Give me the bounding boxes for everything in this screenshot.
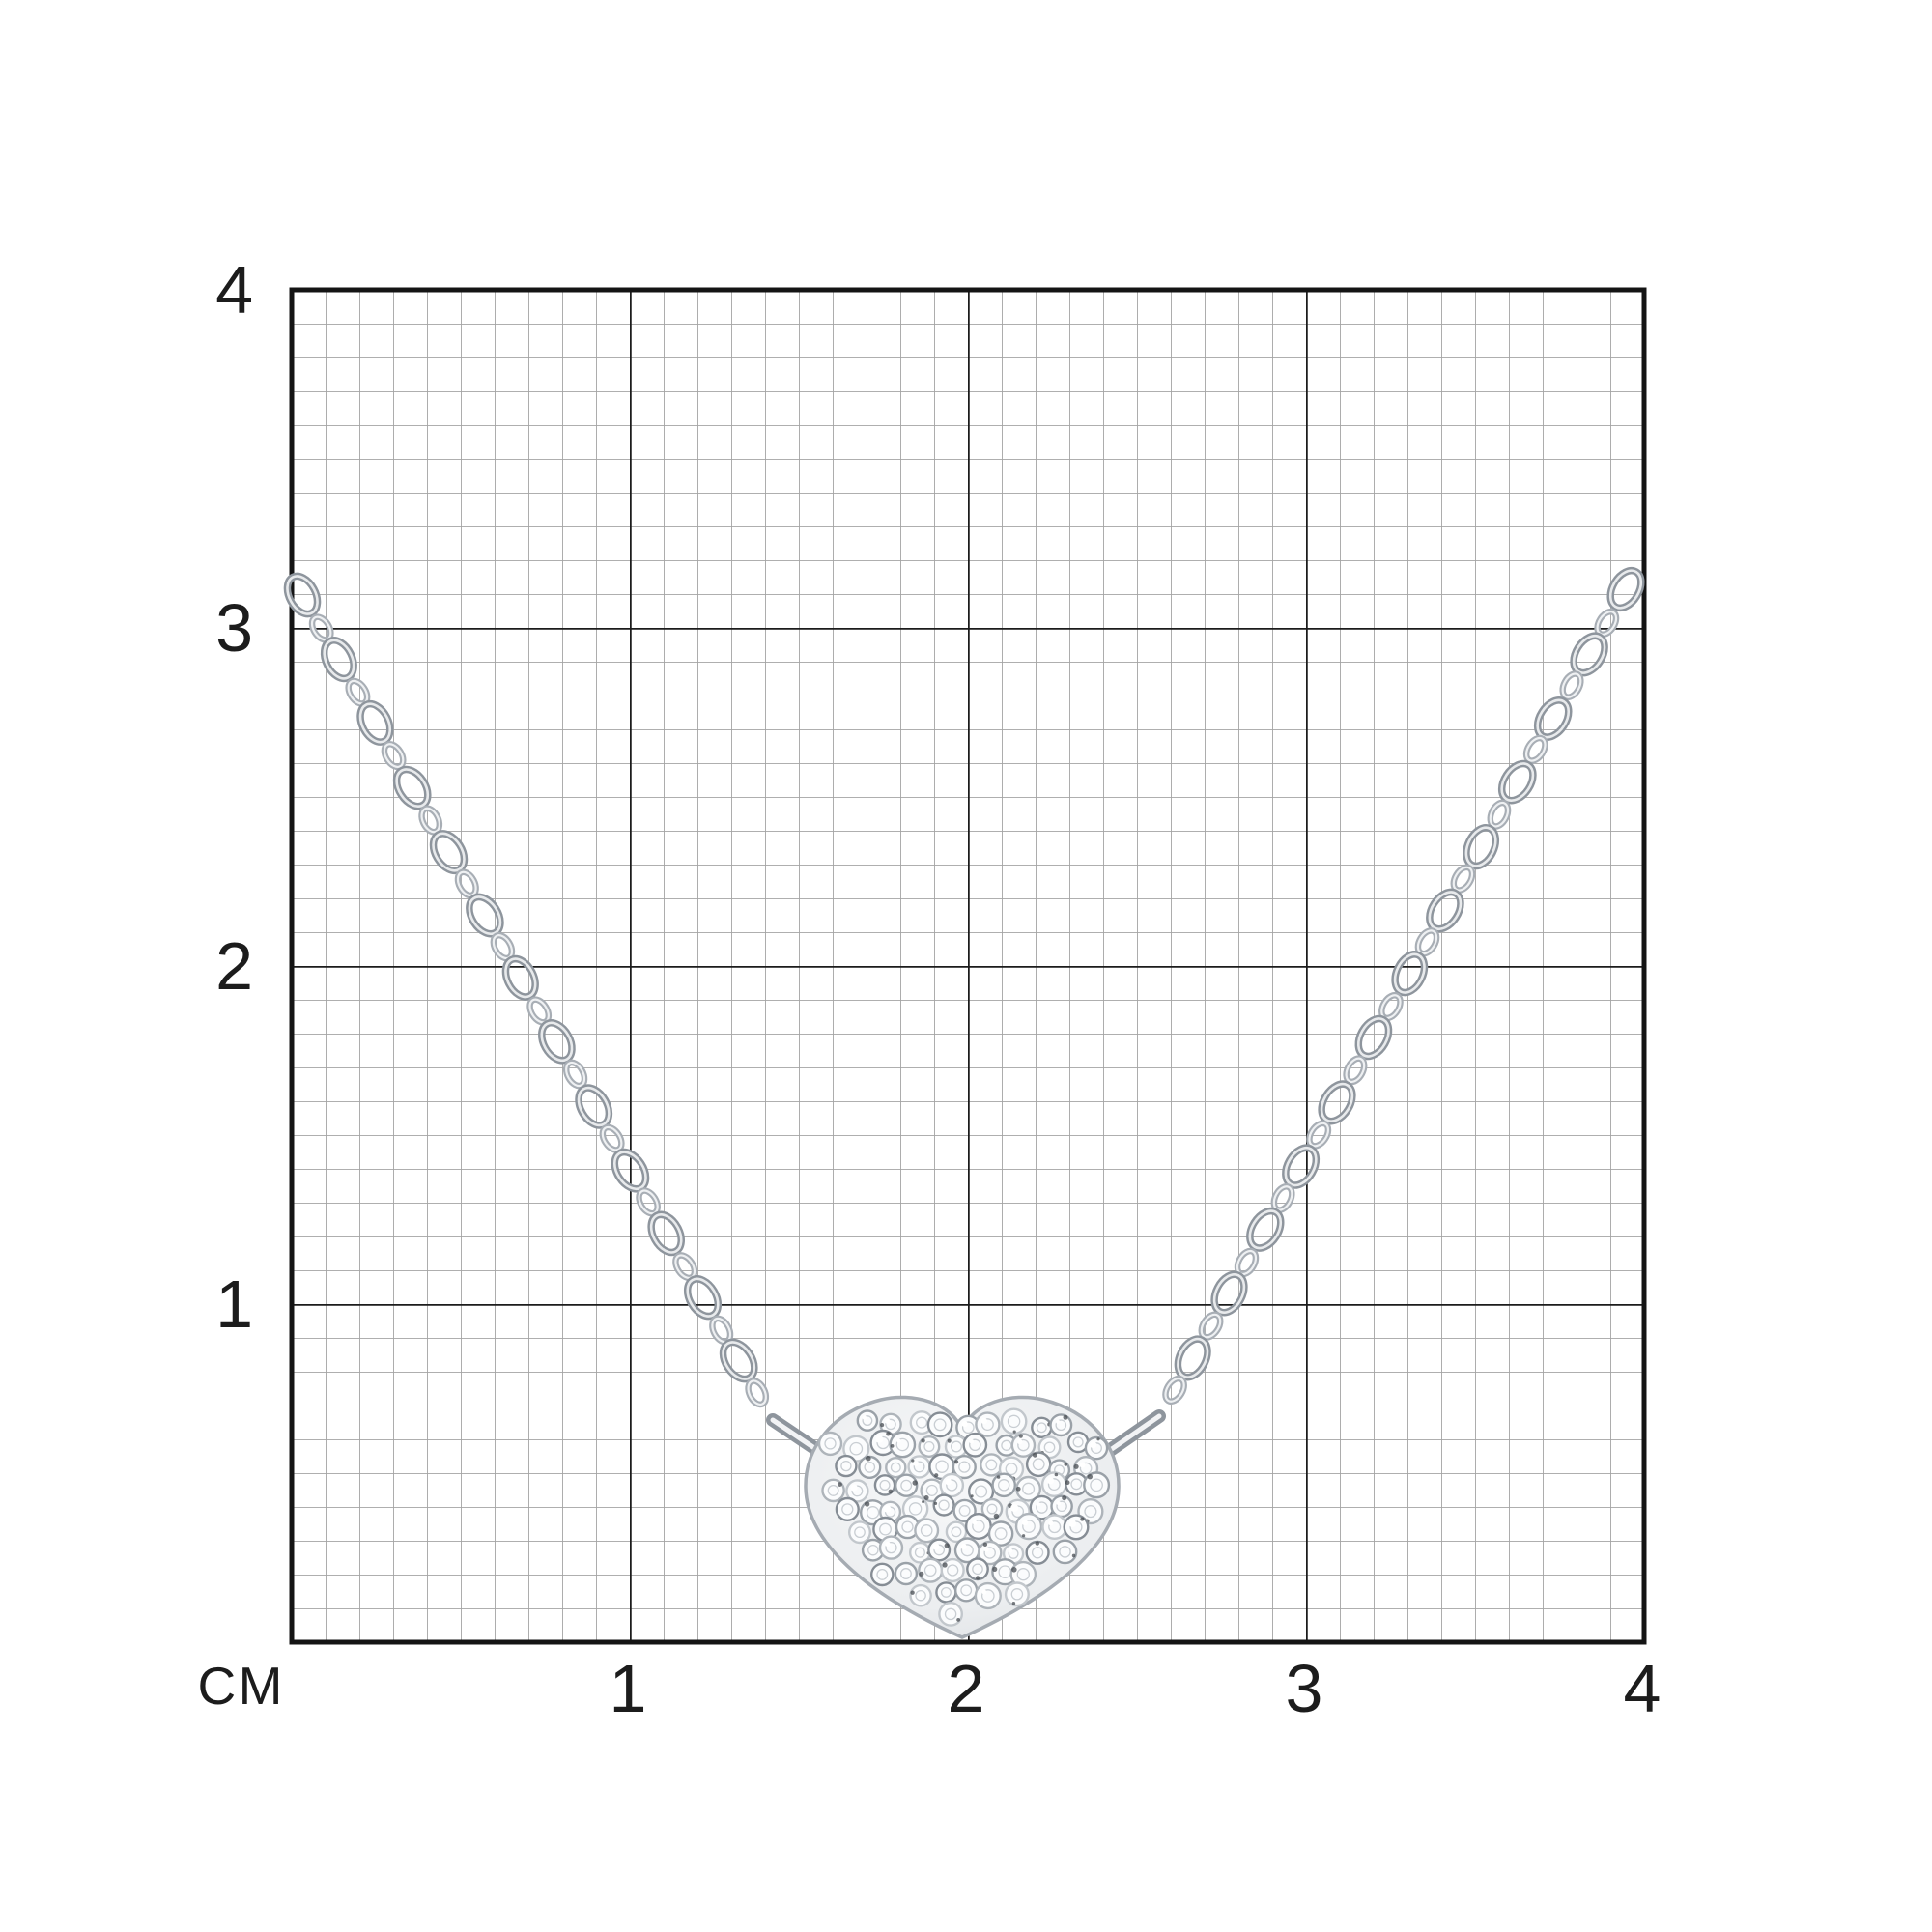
y-axis-labels: 4 3 2 1 <box>215 252 253 1342</box>
chain-to-pendant-connector-right <box>1102 1409 1166 1458</box>
chain-left-strand <box>283 572 770 1408</box>
x-axis-label-3: 3 <box>1286 1651 1323 1726</box>
y-axis-label-4: 4 <box>215 252 253 327</box>
y-axis-label-2: 2 <box>215 928 253 1004</box>
necklace <box>283 566 1645 1639</box>
y-axis-label-3: 3 <box>215 590 253 666</box>
x-axis-label-2: 2 <box>948 1651 985 1726</box>
x-axis-labels: СМ 1 2 3 4 <box>198 1651 1662 1726</box>
x-axis-unit-label: СМ <box>198 1656 286 1716</box>
heart-pendant <box>804 1395 1121 1639</box>
y-axis-label-1: 1 <box>215 1266 253 1342</box>
x-axis-label-4: 4 <box>1624 1651 1662 1726</box>
grid-border <box>289 287 1647 1645</box>
x-axis-label-1: 1 <box>610 1651 647 1726</box>
chain-right-strand <box>1162 566 1645 1406</box>
